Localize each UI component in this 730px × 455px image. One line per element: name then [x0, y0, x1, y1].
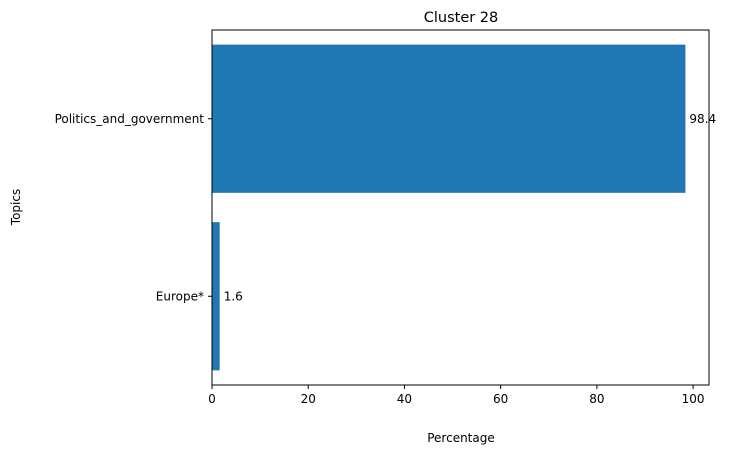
y-tick-label-0: Politics_and_government	[55, 112, 205, 126]
bar-1	[212, 222, 220, 371]
bars-group	[212, 44, 686, 371]
y-axis: Politics_and_government Europe*	[55, 112, 212, 303]
x-tick-label-2: 40	[397, 392, 412, 406]
x-tick-label-3: 60	[493, 392, 508, 406]
y-axis-label: Topics	[9, 189, 23, 226]
bar-0	[212, 44, 686, 193]
data-label-0: 98.4	[689, 112, 716, 126]
x-tick-label-0: 0	[208, 392, 216, 406]
data-label-1: 1.6	[224, 289, 243, 303]
x-axis: 0 20 40 60 80 100	[208, 385, 705, 406]
y-tick-label-1: Europe*	[156, 289, 204, 303]
x-tick-label-5: 100	[682, 392, 705, 406]
x-tick-label-1: 20	[301, 392, 316, 406]
plot-frame	[211, 29, 710, 386]
x-tick-label-4: 80	[589, 392, 604, 406]
x-axis-label: Percentage	[427, 431, 495, 445]
chart-title: Cluster 28	[424, 10, 499, 26]
